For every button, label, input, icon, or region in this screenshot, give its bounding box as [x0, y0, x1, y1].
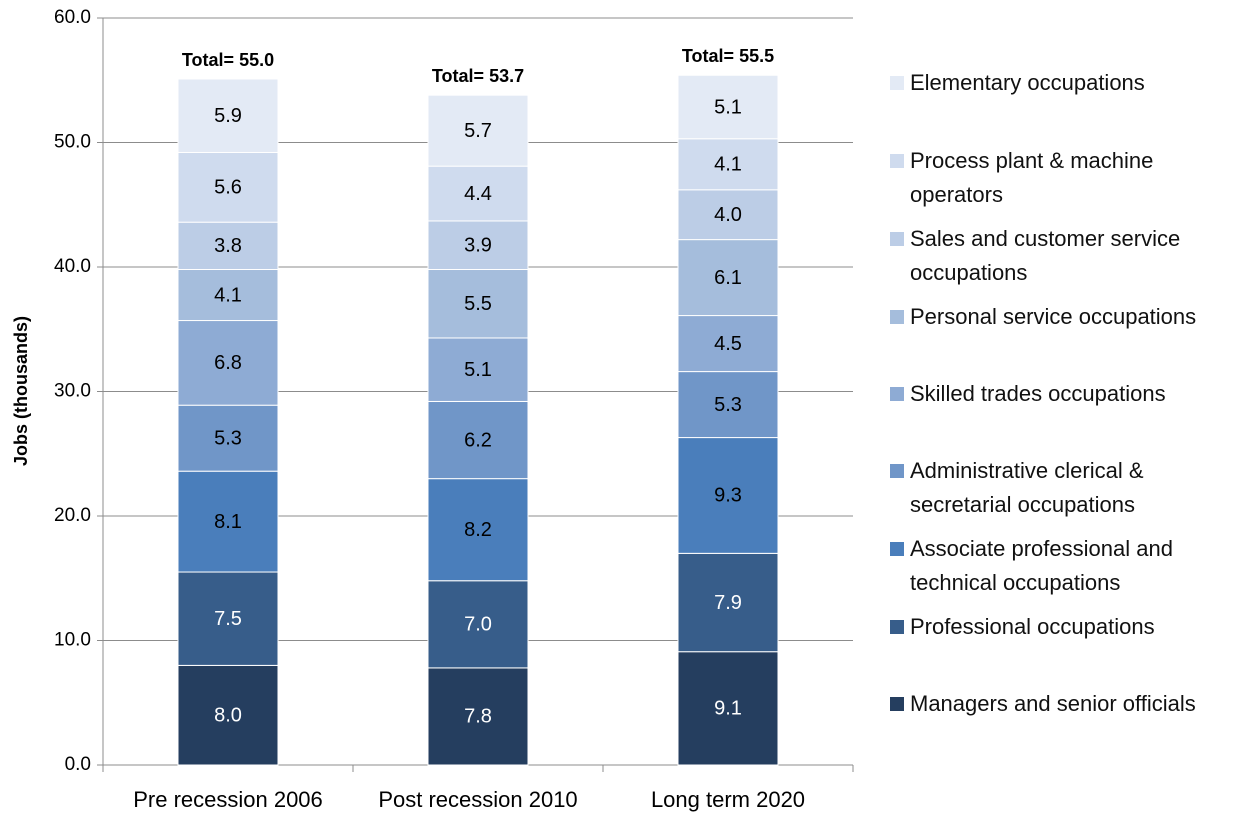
legend-label: Skilled trades occupations [910, 381, 1166, 406]
legend-swatch [890, 310, 904, 324]
bar-segment [427, 268, 529, 339]
bar-segment [677, 74, 779, 140]
bar-segment [677, 552, 779, 653]
y-tick-label: 60.0 [54, 7, 91, 28]
value-label: 8.2 [464, 519, 492, 541]
bar-segment [677, 651, 779, 766]
value-label: 9.1 [714, 698, 742, 720]
value-label: 5.1 [464, 359, 492, 381]
y-tick-label: 40.0 [54, 256, 91, 277]
y-axis-label: Jobs (thousands) [11, 316, 31, 466]
y-tick-label: 30.0 [54, 381, 91, 402]
bar-segment [427, 667, 529, 766]
value-label: 4.1 [714, 154, 742, 176]
value-label: 5.1 [714, 96, 742, 118]
bar-segment [177, 664, 279, 766]
legend-label: Associate professional and technical occ… [910, 536, 1173, 595]
legend-label: Professional occupations [910, 614, 1155, 639]
total-label: Total= 55.0 [182, 50, 274, 70]
value-label: 5.6 [214, 177, 242, 199]
bar-segment [427, 478, 529, 582]
bar-segment [677, 315, 779, 373]
value-label: 3.8 [214, 235, 242, 257]
legend-label: Process plant & machine operators [910, 148, 1154, 207]
legend-label: Administrative clerical & secretarial oc… [910, 458, 1144, 517]
value-label: 4.5 [714, 333, 742, 355]
legend-swatch [890, 464, 904, 478]
value-label: 4.4 [464, 183, 492, 205]
legend-label: Sales and customer service occupations [910, 226, 1181, 285]
legend-item: Elementary occupations [890, 66, 1250, 100]
bar-segment [427, 220, 529, 270]
legend-item: Managers and senior officials [890, 687, 1250, 721]
y-tick-label: 20.0 [54, 505, 91, 526]
legend-label: Personal service occupations [910, 304, 1197, 329]
legend-item: Sales and customer service occupations [890, 222, 1250, 290]
value-label: 4.0 [714, 204, 742, 226]
value-label: 6.2 [464, 429, 492, 451]
y-tick-label: 50.0 [54, 132, 91, 153]
legend-item: Process plant & machine operators [890, 144, 1250, 212]
value-label: 5.7 [464, 120, 492, 142]
y-tick-label: 10.0 [54, 630, 91, 651]
value-label: 6.8 [214, 352, 242, 374]
value-label: 7.9 [714, 592, 742, 614]
legend-item: Skilled trades occupations [890, 377, 1250, 411]
bar-segment [427, 337, 529, 402]
legend-label: Managers and senior officials [910, 691, 1196, 716]
bar-segment [177, 221, 279, 270]
value-label: 7.0 [464, 614, 492, 636]
value-label: 8.1 [214, 511, 242, 533]
bar-segment [677, 437, 779, 554]
bar-segment [177, 571, 279, 666]
value-label: 5.3 [714, 394, 742, 416]
legend-swatch [890, 154, 904, 168]
value-label: 5.5 [464, 293, 492, 315]
value-label: 5.3 [214, 427, 242, 449]
value-label: 3.9 [464, 234, 492, 256]
x-tick-label: Post recession 2010 [378, 787, 577, 812]
legend-item: Associate professional and technical occ… [890, 532, 1250, 600]
x-tick-label: Long term 2020 [651, 787, 805, 812]
bar-segment [177, 404, 279, 472]
x-tick-label: Pre recession 2006 [133, 787, 323, 812]
legend-swatch [890, 620, 904, 634]
value-label: 7.8 [464, 706, 492, 728]
legend-label: Elementary occupations [910, 70, 1145, 95]
value-label: 4.1 [214, 284, 242, 306]
legend-swatch [890, 542, 904, 556]
y-tick-label: 0.0 [65, 754, 91, 775]
total-label: Total= 55.5 [682, 46, 774, 66]
bar-segment [677, 189, 779, 241]
value-label: 7.5 [214, 608, 242, 630]
bar-segment [177, 320, 279, 406]
value-label: 9.3 [714, 485, 742, 507]
legend-swatch [890, 232, 904, 246]
bar-segment [427, 94, 529, 167]
legend-item: Personal service occupations [890, 300, 1250, 334]
legend-item: Administrative clerical & secretarial oc… [890, 454, 1250, 522]
legend-swatch [890, 697, 904, 711]
legend-swatch [890, 387, 904, 401]
legend-item: Professional occupations [890, 610, 1250, 644]
legend-swatch [890, 76, 904, 90]
value-label: 5.9 [214, 105, 242, 127]
total-label: Total= 53.7 [432, 66, 524, 86]
bar-segment [177, 470, 279, 573]
bar-segment [177, 78, 279, 153]
bar-segment [177, 151, 279, 223]
value-label: 6.1 [714, 267, 742, 289]
value-label: 8.0 [214, 704, 242, 726]
bar-segment [427, 400, 529, 480]
bar-segment [427, 580, 529, 669]
